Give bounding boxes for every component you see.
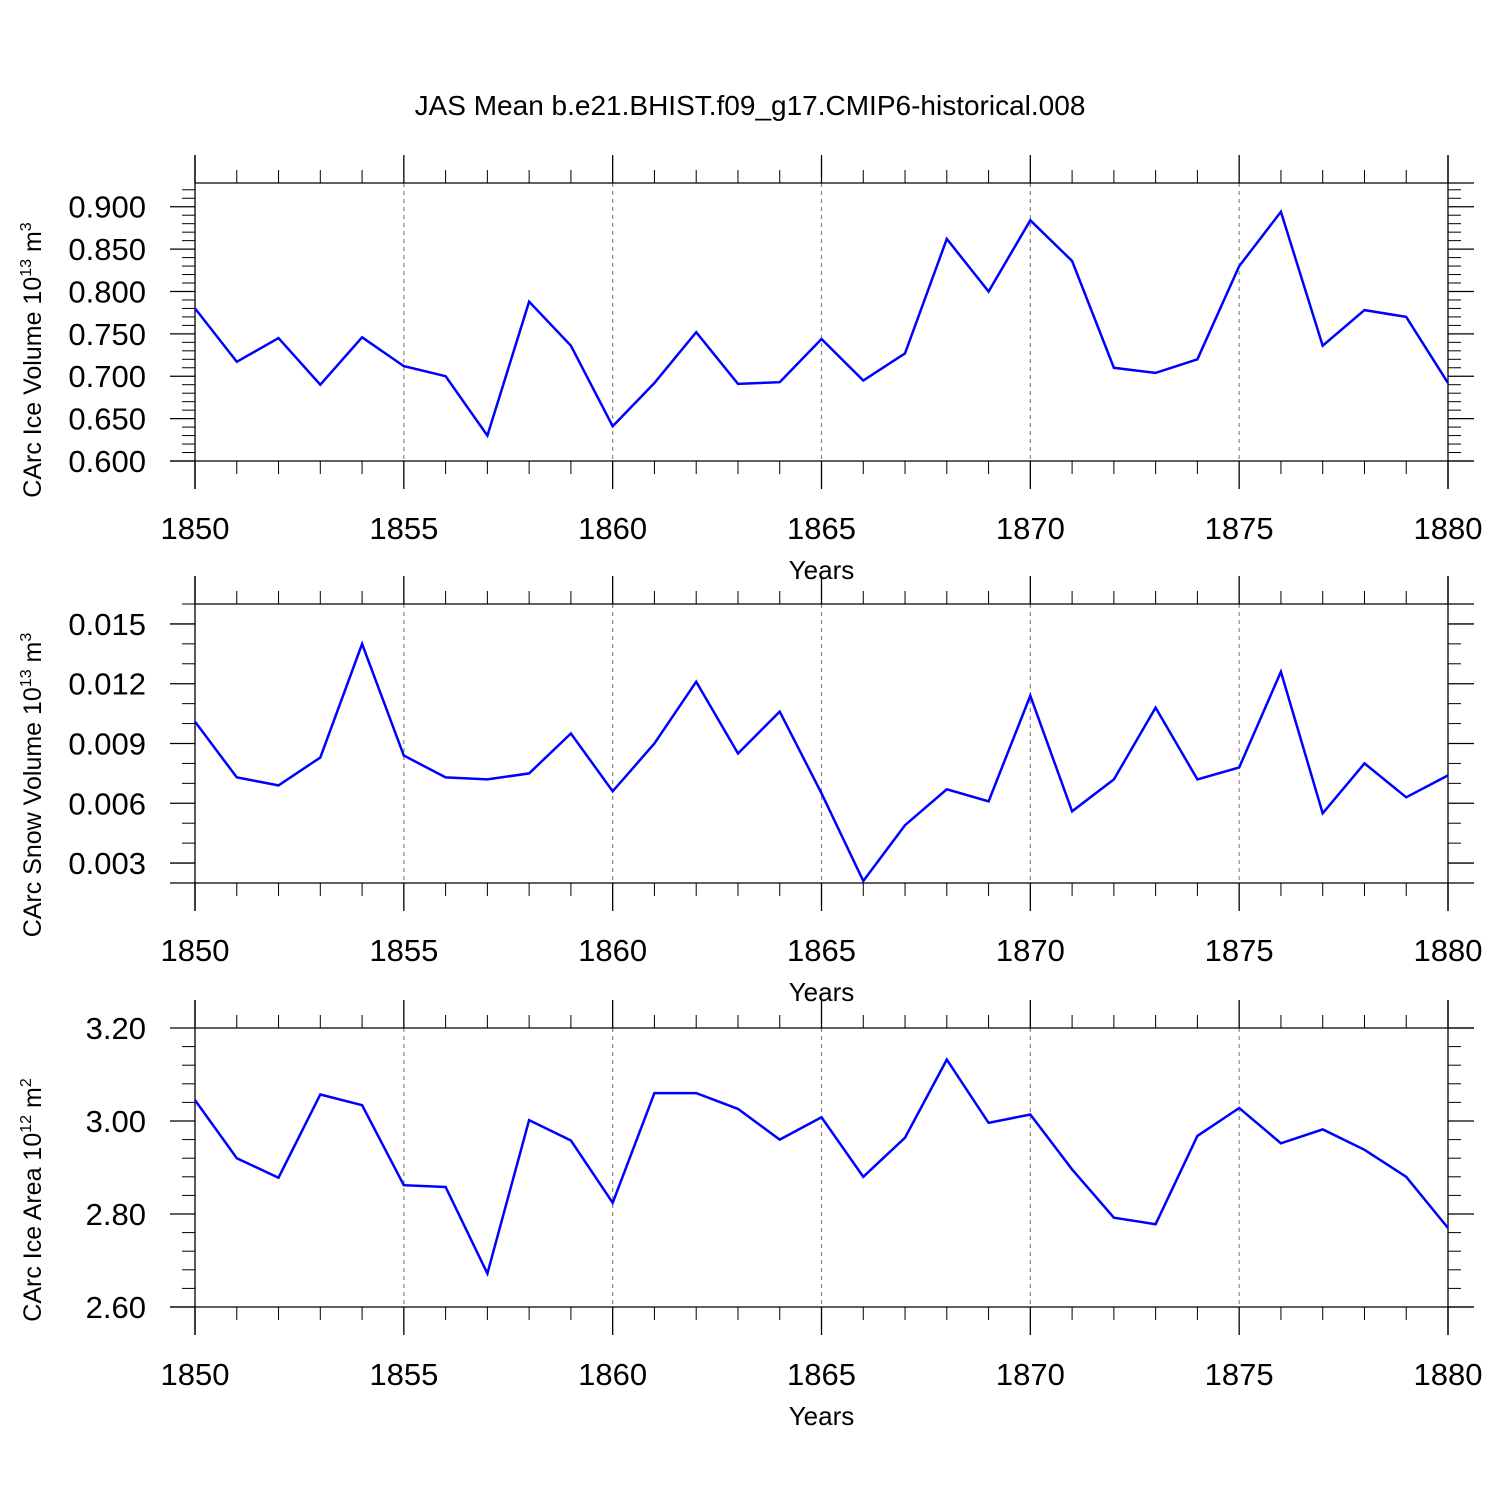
- x-tick-label: 1870: [996, 1357, 1065, 1392]
- x-tick-label: 1860: [578, 511, 647, 546]
- x-tick-label: 1860: [578, 933, 647, 968]
- y-axis-label: CArc Snow Volume 1013 m3: [18, 633, 47, 938]
- x-tick-label: 1850: [161, 511, 230, 546]
- y-tick-label: 0.006: [68, 786, 146, 821]
- x-tick-label: 1875: [1205, 1357, 1274, 1392]
- y-tick-label: 2.60: [86, 1290, 146, 1325]
- y-tick-label: 0.015: [68, 607, 146, 642]
- x-tick-label: 1855: [369, 1357, 438, 1392]
- x-tick-label: 1870: [996, 933, 1065, 968]
- y-tick-label: 0.009: [68, 727, 146, 762]
- x-tick-label: 1870: [996, 511, 1065, 546]
- y-axis-label: CArc Ice Volume 1013 m3: [18, 222, 47, 498]
- x-tick-label: 1860: [578, 1357, 647, 1392]
- x-tick-label: 1880: [1414, 511, 1483, 546]
- x-tick-label: 1865: [787, 511, 856, 546]
- y-tick-label: 3.20: [86, 1011, 146, 1046]
- y-tick-label: 0.850: [68, 232, 146, 267]
- x-tick-label: 1875: [1205, 511, 1274, 546]
- y-tick-label: 0.750: [68, 317, 146, 352]
- y-tick-label: 0.900: [68, 190, 146, 225]
- y-tick-label: 0.800: [68, 274, 146, 309]
- series-line: [194, 209, 1450, 439]
- y-tick-label: 0.700: [68, 359, 146, 394]
- x-tick-label: 1850: [161, 933, 230, 968]
- x-tick-label: 1855: [369, 511, 438, 546]
- y-tick-label: 0.003: [68, 846, 146, 881]
- series-line: [193, 640, 1449, 884]
- y-tick-label: 0.600: [68, 444, 146, 479]
- x-axis-label: Years: [789, 1401, 855, 1431]
- x-tick-label: 1865: [787, 1357, 856, 1392]
- x-tick-label: 1855: [369, 933, 438, 968]
- x-tick-label: 1880: [1414, 1357, 1483, 1392]
- x-tick-label: 1880: [1414, 933, 1483, 968]
- y-tick-label: 0.012: [68, 667, 146, 702]
- y-tick-label: 2.80: [86, 1197, 146, 1232]
- x-tick-label: 1850: [161, 1357, 230, 1392]
- series-line: [193, 1057, 1449, 1278]
- y-tick-label: 3.00: [86, 1104, 146, 1139]
- chart-title: JAS Mean b.e21.BHIST.f09_g17.CMIP6-histo…: [414, 90, 1086, 121]
- y-tick-label: 0.650: [68, 402, 146, 437]
- x-tick-label: 1865: [787, 933, 856, 968]
- y-axis-label: CArc Ice Area 1012 m2: [18, 1078, 47, 1322]
- x-tick-label: 1875: [1205, 933, 1274, 968]
